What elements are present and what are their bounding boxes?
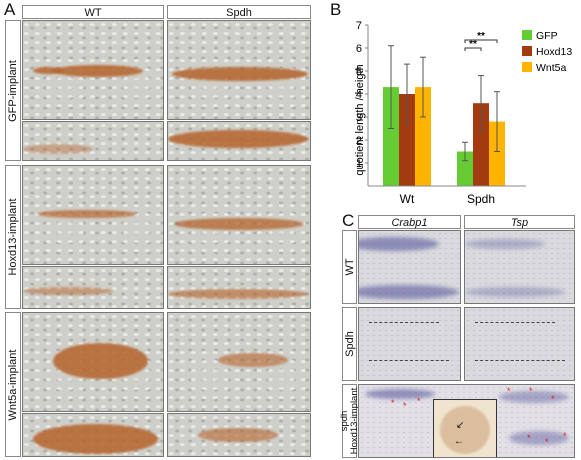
bar [457, 151, 473, 186]
panel-a-row-hoxd13: Hoxd13-implant [5, 165, 21, 309]
y-tick-label: 3 [356, 112, 362, 124]
y-tick-label: 1 [356, 158, 362, 170]
ish-wt-tsp [464, 230, 575, 304]
y-tick-label: 2 [356, 135, 362, 147]
micrograph-wt-gfp-inset [22, 121, 164, 161]
panel-a-row-wnt5a: Wnt5a-implant [5, 312, 21, 457]
ish-inset: ↙ ← [433, 399, 497, 457]
ish-spdh-crabp1 [358, 307, 461, 381]
significance-bracket [464, 39, 498, 43]
panel-a-col-wt: WT [22, 5, 164, 19]
legend-swatch [522, 30, 532, 40]
legend-label: Hoxd13 [536, 46, 572, 58]
panel-a-label: A [4, 0, 16, 19]
arrow-icon: ← [454, 436, 464, 447]
legend-label: Wnt5a [536, 62, 567, 74]
panel-c-label: C [342, 211, 355, 230]
micrograph-spdh-gfp [167, 20, 311, 120]
ish-wt-crabp1 [358, 230, 461, 304]
panel-c-row-wt: WT [342, 230, 357, 304]
y-tick-label: 4 [356, 89, 362, 101]
significance-label: ** [469, 39, 477, 50]
micrograph-spdh-gfp-inset [167, 121, 311, 161]
arrow-icon: ↙ [456, 420, 465, 431]
bar [489, 121, 505, 186]
panel-c-row-spdh-hoxd13: spdh Hoxd13-implant [339, 384, 360, 458]
x-category-label: Wt [400, 192, 415, 206]
y-tick-label: 7 [356, 20, 362, 32]
ish-spdh-tsp [464, 307, 575, 381]
y-axis-label: quotient length / heigth [354, 64, 366, 175]
micrograph-spdh-hoxd13-inset [167, 266, 311, 309]
ish-spdh-hoxd13: * * * * * * * * * ↙ ← [358, 384, 575, 458]
significance-label: ** [477, 31, 485, 42]
micrograph-wt-wnt5a-inset [22, 413, 164, 457]
micrograph-wt-wnt5a [22, 312, 164, 412]
bar [383, 87, 399, 186]
micrograph-wt-hoxd13-inset [22, 266, 164, 309]
legend-swatch [522, 62, 532, 72]
bar [415, 87, 431, 186]
micrograph-spdh-wnt5a-inset [167, 413, 311, 457]
panel-b-label: B [330, 0, 342, 19]
micrograph-wt-gfp [22, 20, 164, 120]
micrograph-spdh-hoxd13 [167, 165, 311, 265]
micrograph-spdh-wnt5a [167, 312, 311, 412]
bar [399, 94, 415, 186]
bar [473, 103, 489, 186]
panel-c-row-spdh: Spdh [342, 307, 357, 381]
y-tick-label: 6 [356, 43, 362, 55]
y-tick-label: 5 [356, 66, 362, 78]
legend-swatch [522, 46, 532, 56]
x-category-label: Spdh [467, 192, 495, 206]
significance-bracket [464, 47, 482, 51]
panel-c-col-crabp1: Crabp1 [358, 215, 461, 229]
panel-a-col-spdh: Spdh [167, 5, 311, 19]
panel-c-col-tsp: Tsp [464, 215, 575, 229]
bar-chart: quotient length / heigth 1 2 3 4 5 6 7 **** Wt… [354, 20, 572, 206]
legend-label: GFP [536, 30, 558, 42]
panel-a-row-gfp: GFP-implant [5, 20, 21, 161]
micrograph-wt-hoxd13 [22, 165, 164, 265]
